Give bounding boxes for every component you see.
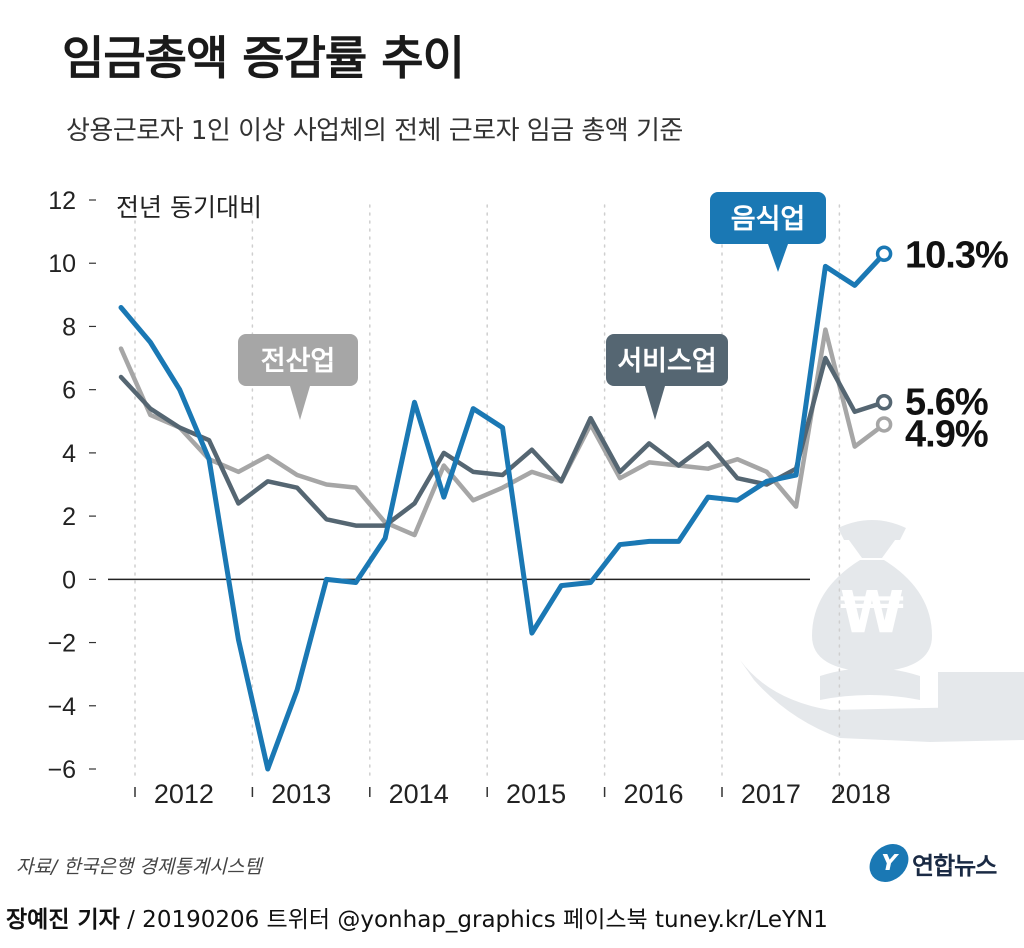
logo-mark-icon: Y (865, 844, 913, 882)
series-end-marker (875, 245, 893, 262)
source-note: 자료/ 한국은행 경제통계시스템 (16, 856, 262, 878)
legend-callout-box (710, 192, 826, 244)
end-value-label: 10.3% (905, 235, 1008, 277)
page-subtitle: 상용근로자 1인 이상 사업체의 전체 근로자 임금 총액 기준 (66, 116, 683, 146)
y-tick-label: 0 (62, 566, 76, 594)
logo-text: 연합뉴스 (912, 851, 997, 880)
legend-callout-pointer (768, 244, 788, 272)
credit-name: 장예진 기자 (6, 907, 120, 933)
legend-callout-box (606, 334, 728, 386)
yonhap-logo: Y 연합뉴스 (865, 840, 997, 886)
page-title: 임금총액 증감률 추이 (62, 31, 465, 85)
series-line-3 (118, 327, 887, 538)
x-tick-label: 2012 (154, 779, 214, 809)
svg-text:₩: ₩ (840, 578, 904, 646)
x-tick-label: 2014 (389, 779, 449, 809)
y-tick-label: 6 (62, 377, 76, 405)
y-tick-label: −4 (47, 693, 76, 721)
series-line-2 (118, 355, 887, 528)
x-tick-label: 2015 (506, 779, 566, 809)
y-axis-label: 전년 동기대비 (116, 193, 262, 222)
end-value-label: 4.9% (905, 413, 988, 455)
series-end-marker (875, 394, 893, 411)
legend-callout: 음식업 (710, 192, 826, 272)
y-tick-label: 2 (62, 503, 76, 531)
legend-callout-label: 서비스업 (617, 346, 716, 377)
y-tick-label: −6 (47, 756, 76, 784)
x-tick-label: 2018 (831, 779, 891, 809)
y-tick-label: 4 (62, 440, 76, 468)
legend-callout-pointer (290, 386, 310, 420)
credit-line: 장예진 기자 / 20190206 트위터 @yonhap_graphics 페… (6, 900, 828, 934)
legend-callout: 전산업 (238, 334, 358, 420)
series-line-1 (118, 251, 887, 772)
x-tick-label: 2013 (271, 779, 331, 809)
x-tick-label: 2016 (623, 779, 683, 809)
legend-callout-pointer (645, 386, 665, 420)
y-tick-label: 10 (48, 250, 76, 278)
x-tick-label: 2017 (741, 779, 801, 809)
legend-callout-label: 전산업 (261, 346, 336, 377)
credit-details: / 20190206 트위터 @yonhap_graphics 페이스북 tun… (119, 907, 828, 933)
legend-callout: 서비스업 (606, 334, 728, 420)
end-value-label: 5.6% (905, 381, 988, 423)
legend-callout-label: 음식업 (731, 204, 806, 235)
series-end-marker (875, 416, 893, 433)
y-tick-label: −2 (47, 630, 76, 658)
legend-callout-box (238, 334, 358, 386)
money-hand-icon: ₩ (740, 520, 1024, 742)
y-tick-label: 8 (62, 313, 76, 341)
y-tick-label: 12 (48, 187, 76, 215)
